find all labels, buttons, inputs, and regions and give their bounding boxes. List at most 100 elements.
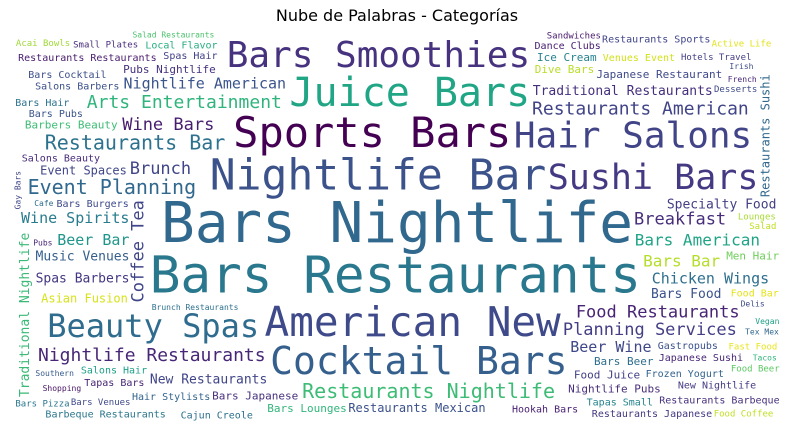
cloud-word: Small Plates: [73, 41, 138, 51]
cloud-word: Bars Pubs: [29, 109, 83, 120]
cloud-word: Food Juice: [574, 369, 640, 382]
cloud-word: Bars Bar: [643, 252, 720, 271]
cloud-word: Restaurants Restaurants: [18, 53, 156, 64]
cloud-word: Bars American: [635, 230, 760, 249]
cloud-word: Hair Salons: [514, 115, 752, 156]
cloud-word: Gastropubs: [658, 341, 718, 352]
cloud-word: Irish: [729, 62, 753, 71]
cloud-word: Nightlife Bar: [210, 150, 547, 200]
cloud-word: Traditional Restaurants: [533, 84, 713, 99]
cloud-word: Planning Services: [563, 320, 737, 340]
cloud-word: Chicken Wings: [652, 269, 769, 287]
cloud-word: Desserts: [714, 85, 757, 95]
cloud-word: Tapas Bars: [84, 378, 144, 389]
cloud-word: Restaurants Mexican: [348, 401, 485, 415]
cloud-word: Venues Event: [603, 53, 675, 64]
cloud-word: Barbeque Restaurants: [45, 409, 165, 420]
cloud-word: Event Spaces: [40, 164, 127, 178]
cloud-word: Restaurants Barbeque: [659, 396, 779, 407]
cloud-word: Tacos: [753, 353, 777, 362]
cloud-word: Sandwiches: [547, 31, 601, 41]
cloud-word: Food Beer: [731, 365, 780, 375]
cloud-word: Wine Spirits: [21, 209, 129, 227]
cloud-word: Cajun Creole: [181, 411, 253, 421]
cloud-word: French: [728, 75, 757, 84]
cloud-word: Hookah Bars: [512, 404, 578, 415]
cloud-word: Bars Restaurants: [150, 246, 641, 305]
cloud-word: Restaurants Sushi: [759, 74, 773, 197]
cloud-word: Vegan: [755, 317, 779, 326]
cloud-word: Tex Mex: [745, 328, 779, 337]
cloud-word: New Nightlife: [678, 380, 756, 391]
cloud-word: Sushi Bars: [548, 158, 759, 198]
cloud-word: Salons Beauty: [22, 154, 100, 165]
cloud-word: Frozen Yogurt: [646, 369, 724, 380]
cloud-word: Dance Clubs: [535, 41, 601, 52]
cloud-word: Traditional Nightlife: [18, 233, 33, 398]
cloud-word: Spas Barbers: [36, 272, 130, 287]
cloud-word: Ice Cream: [537, 51, 597, 64]
cloud-word: Men Hair: [726, 250, 779, 263]
cloud-word: Pubs Nightlife: [123, 63, 216, 76]
cloud-word: Bars Lounges: [267, 402, 346, 415]
cloud-word: Japanese Restaurant: [596, 68, 722, 81]
cloud-word: Barbers Beauty: [25, 119, 118, 132]
cloud-word: Juice Bars: [289, 70, 530, 116]
cloud-word: Local Flavor: [145, 40, 217, 51]
cloud-word: Salad Restaurants: [132, 31, 214, 39]
cloud-word: Nightlife Restaurants: [38, 345, 266, 366]
cloud-word: Food Restaurants: [576, 303, 740, 323]
cloud-word: Delis: [741, 300, 765, 309]
cloud-word: Southern: [35, 369, 74, 378]
cloud-word: Salons Barbers: [35, 82, 119, 93]
cloud-word: Restaurants Japanese: [592, 409, 712, 420]
cloud-word: Bars Food: [651, 287, 721, 302]
cloud-word: New Restaurants: [150, 373, 267, 388]
cloud-word: Sports Bars: [233, 108, 511, 157]
cloud-word: Bars Hair: [15, 98, 69, 109]
cloud-word: Hair Stylists: [132, 392, 210, 403]
cloud-word: Bars Smoothies: [227, 35, 530, 76]
cloud-word: Shopping: [43, 384, 82, 393]
cloud-word: Hotels Travel: [681, 53, 751, 63]
cloud-word: Beer Wine: [570, 338, 651, 356]
cloud-word: Restaurants American: [532, 99, 749, 120]
cloud-word: Cafe: [34, 199, 53, 208]
cloud-word: Bars Beer: [594, 355, 654, 368]
chart-title: Nube de Palabras - Categorías: [275, 6, 519, 25]
cloud-word: Japanese Sushi: [659, 353, 743, 364]
cloud-word: Breakfast: [634, 210, 726, 230]
cloud-word: Brunch Restaurants: [152, 303, 239, 312]
cloud-word: Bars Pizza: [15, 400, 69, 410]
cloud-word: Tapas Small: [587, 397, 653, 408]
cloud-word: Restaurants Bar: [45, 130, 226, 154]
cloud-background: [14, 31, 780, 421]
cloud-word: Bars Nightlife: [161, 191, 633, 256]
cloud-word: Pubs: [33, 238, 52, 247]
cloud-word: Nightlife Pubs: [568, 382, 661, 395]
cloud-word: Wine Bars: [122, 115, 214, 135]
cloud-word: Fast Food: [729, 342, 778, 352]
cloud-word: Gay Bars: [14, 171, 23, 210]
cloud-word: Music Venues: [36, 249, 130, 264]
cloud-word: Lounges: [738, 212, 776, 222]
cloud-word: Salons Hair: [81, 366, 147, 377]
cloud-word: Restaurants Sports: [602, 35, 710, 46]
cloud-word: Acai Bowls: [16, 39, 70, 49]
cloud-word: Bars Venues: [71, 398, 131, 408]
cloud-word: Asian Fusion: [41, 292, 128, 306]
cloud-word: Food Coffee: [714, 410, 774, 420]
cloud-word: American New: [265, 298, 562, 346]
cloud-word: Nightlife American: [124, 75, 287, 93]
cloud-word: Bars Burgers: [56, 199, 128, 210]
cloud-word: Specialty Food: [667, 197, 777, 212]
cloud-word: Arts Entertainment: [87, 92, 282, 113]
cloud-word: Beauty Spas: [47, 307, 259, 345]
cloud-word: Event Planning: [28, 175, 197, 199]
cloud-word: Dive Bars: [535, 63, 595, 76]
cloud-word: Bars Cocktail: [28, 70, 106, 81]
cloud-word: Bars Japanese: [212, 389, 298, 402]
cloud-word: Restaurants Nightlife: [302, 379, 555, 403]
